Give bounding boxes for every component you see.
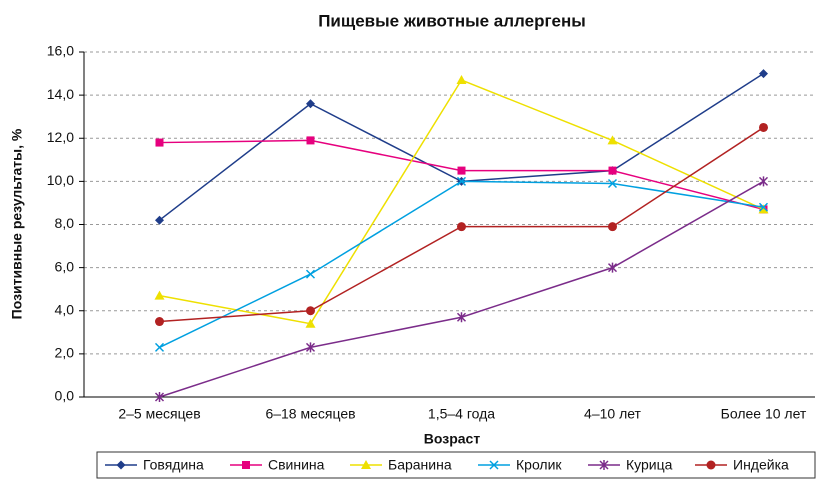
data-point xyxy=(154,392,165,402)
y-tick-label: 12,0 xyxy=(47,129,74,145)
series-line xyxy=(159,79,764,325)
y-tick-label: 8,0 xyxy=(55,215,75,231)
legend-marker xyxy=(116,460,126,470)
data-point xyxy=(607,179,618,189)
x-tick-label: 2–5 месяцев xyxy=(118,406,200,422)
data-point xyxy=(758,202,769,212)
series-line xyxy=(159,180,764,349)
legend-marker xyxy=(361,460,371,469)
data-point xyxy=(608,222,617,232)
legend-label: Баранина xyxy=(388,457,452,473)
data-point xyxy=(306,136,315,145)
data-point xyxy=(759,69,768,79)
y-tick-label: 0,0 xyxy=(55,388,75,404)
data-point xyxy=(305,269,316,279)
data-point xyxy=(456,176,467,186)
data-point xyxy=(607,262,618,273)
legend-marker xyxy=(489,460,499,470)
legend-label: Курица xyxy=(626,457,673,473)
data-point xyxy=(154,342,165,352)
data-point xyxy=(155,215,164,225)
data-point xyxy=(759,122,768,132)
x-axis-title: Возраст xyxy=(424,431,481,447)
y-tick-label: 14,0 xyxy=(47,86,74,102)
data-point xyxy=(758,204,769,214)
y-tick-label: 10,0 xyxy=(47,172,74,188)
series-line xyxy=(159,180,764,398)
y-tick-label: 16,0 xyxy=(47,43,74,59)
y-axis-title: Позитивные результаты, % xyxy=(9,128,25,319)
y-tick-label: 4,0 xyxy=(55,301,75,317)
data-point xyxy=(456,75,467,85)
data-point xyxy=(154,290,165,300)
legend-label: Говядина xyxy=(143,457,204,473)
data-point xyxy=(607,135,618,145)
x-tick-label: 6–18 месяцев xyxy=(265,406,355,422)
legend-label: Индейка xyxy=(733,457,789,473)
data-point xyxy=(305,318,316,328)
y-tick-label: 6,0 xyxy=(55,258,75,274)
x-tick-label: 4–10 лет xyxy=(584,406,642,422)
data-point xyxy=(306,306,315,316)
data-point xyxy=(456,312,467,323)
chart-title: Пищевые животные аллергены xyxy=(318,11,586,30)
data-point xyxy=(306,99,315,109)
legend-marker xyxy=(242,461,250,469)
data-point xyxy=(758,176,769,187)
legend-marker xyxy=(706,460,716,470)
y-tick-label: 2,0 xyxy=(55,345,75,361)
x-tick-label: Более 10 лет xyxy=(721,406,807,422)
data-point xyxy=(155,317,164,327)
legend-marker xyxy=(599,460,609,470)
legend-label: Кролик xyxy=(516,457,562,473)
data-point xyxy=(155,138,164,147)
data-point xyxy=(457,222,466,232)
data-point xyxy=(305,342,316,353)
x-tick-label: 1,5–4 года xyxy=(428,406,495,422)
legend-box xyxy=(96,451,816,479)
data-point xyxy=(457,166,466,175)
legend-label: Свинина xyxy=(268,457,325,473)
data-point xyxy=(608,166,617,175)
